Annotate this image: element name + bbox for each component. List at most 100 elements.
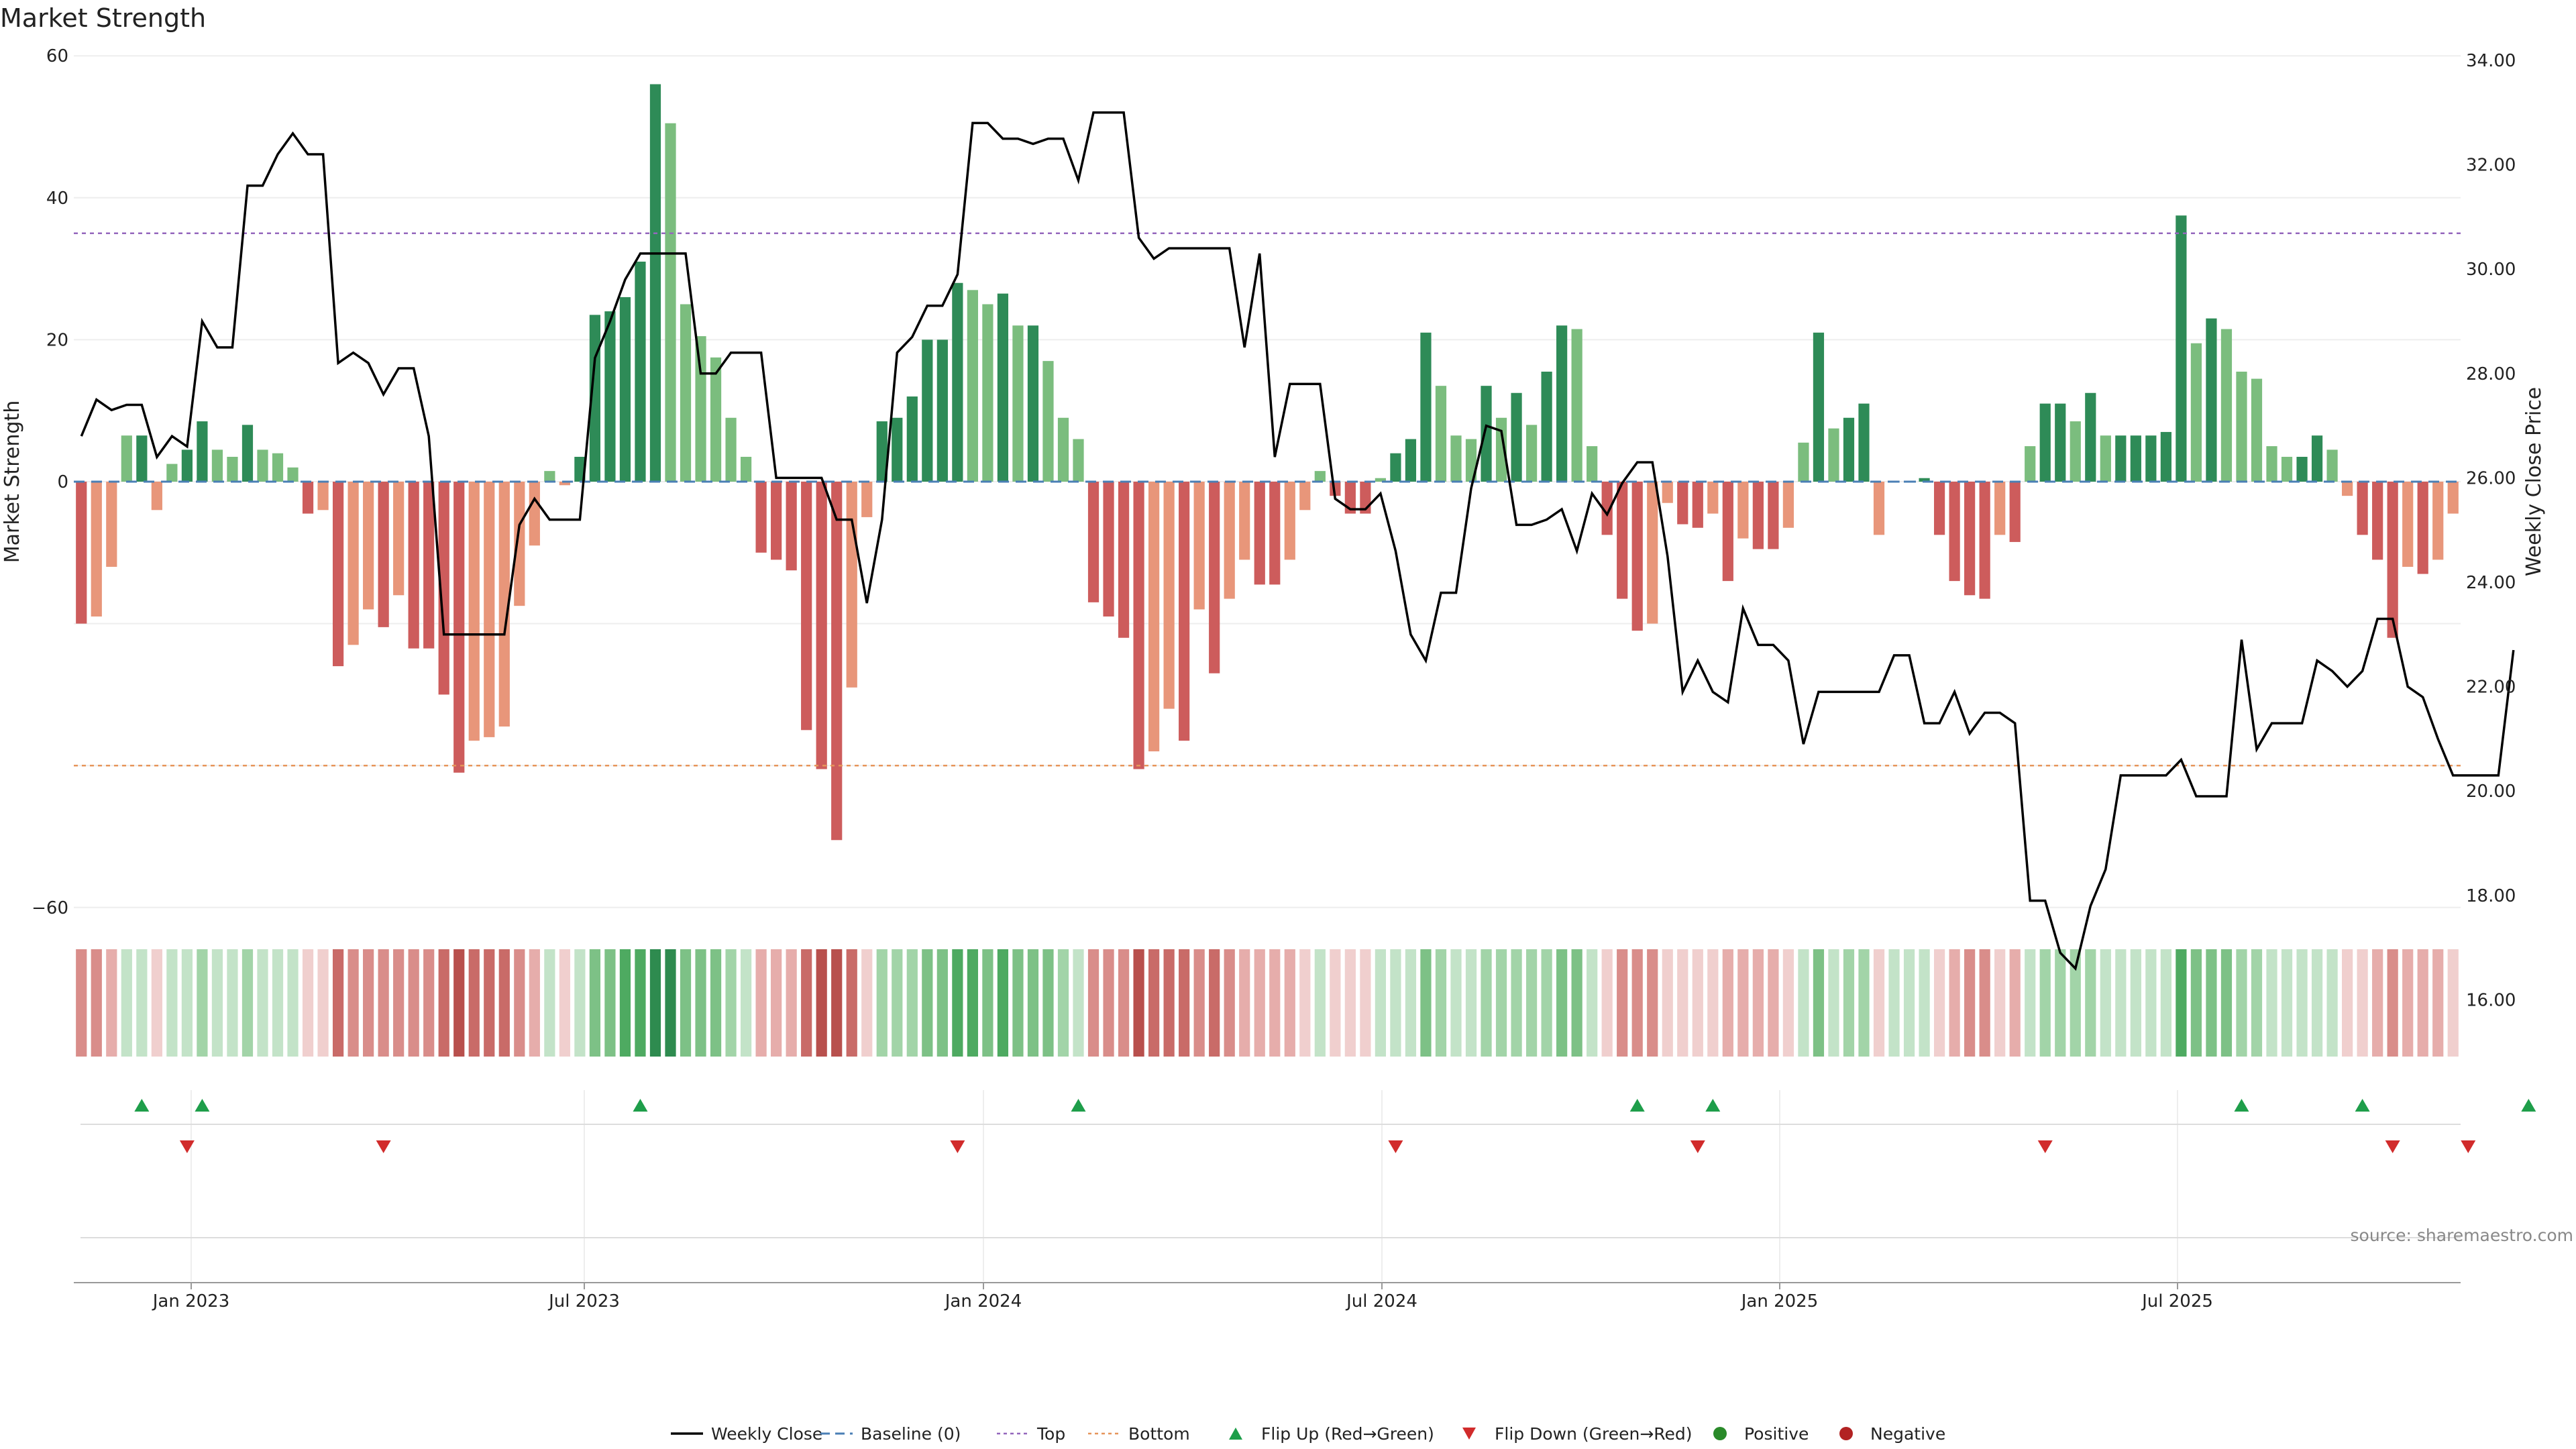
x-tick-label: Jan 2025: [1740, 1291, 1819, 1311]
strength-bar: [1571, 329, 1582, 482]
strength-bar: [1420, 332, 1432, 482]
strength-bar: [378, 482, 389, 627]
strength-bar: [2085, 392, 2096, 482]
strength-bar: [1163, 482, 1175, 709]
heat-cell: [2039, 949, 2051, 1057]
strength-bar: [2342, 482, 2353, 496]
strength-bar: [347, 482, 359, 645]
strength-bar: [1873, 482, 1885, 535]
strength-bar: [2220, 329, 2233, 482]
heat-cell: [967, 949, 978, 1057]
heat-cell: [876, 949, 888, 1057]
heat-cell: [2190, 949, 2202, 1057]
y2-tick-label: 16.00: [2466, 990, 2516, 1010]
strength-bar: [952, 282, 963, 482]
heat-cell: [2055, 949, 2066, 1057]
heat-cell: [2342, 949, 2353, 1057]
flip-up-marker: [2355, 1099, 2370, 1112]
heat-cell: [347, 949, 359, 1057]
flip-up-marker: [633, 1099, 648, 1112]
heat-cell: [1843, 949, 1855, 1057]
strength-bar: [2432, 482, 2444, 560]
heat-cell: [635, 949, 646, 1057]
heat-cell: [997, 949, 1009, 1057]
heat-cell: [559, 949, 570, 1057]
strength-bar: [2070, 421, 2081, 482]
heat-cell: [1737, 949, 1749, 1057]
x-tick-label: Jan 2023: [152, 1291, 230, 1311]
legend-key-flip-down: [1462, 1428, 1476, 1440]
strength-bar: [1481, 386, 1492, 482]
strength-bar: [892, 417, 903, 482]
heat-cell: [438, 949, 449, 1057]
heat-cell: [484, 949, 495, 1057]
strength-bar: [1541, 372, 1552, 482]
heat-cell: [1224, 949, 1235, 1057]
legend-key-positive: [1713, 1427, 1727, 1440]
heat-cell: [982, 949, 994, 1057]
strength-bar: [2009, 482, 2021, 542]
strength-bar: [76, 482, 87, 624]
reference-lines: [74, 232, 2461, 767]
strength-bars: [76, 84, 2459, 841]
strength-bar: [1677, 482, 1688, 525]
heat-cell: [1420, 949, 1432, 1057]
strength-bar: [1617, 482, 1628, 599]
heat-cell: [906, 949, 918, 1057]
heat-cell: [317, 949, 329, 1057]
strength-bar: [1435, 386, 1447, 482]
heat-cell: [1284, 949, 1295, 1057]
heat-cell: [1964, 949, 1976, 1057]
strength-bar: [2296, 456, 2308, 482]
strength-bar: [166, 464, 178, 482]
heat-cell: [1012, 949, 1024, 1057]
strength-bar: [468, 482, 480, 741]
strength-bar: [1148, 482, 1160, 752]
heat-cell: [1919, 949, 1930, 1057]
strength-bar: [1964, 482, 1976, 596]
strength-bar: [725, 417, 737, 482]
heat-cell: [1888, 949, 1900, 1057]
strength-bar: [257, 449, 268, 482]
heat-cell: [604, 949, 616, 1057]
flip-up-marker: [2234, 1099, 2249, 1112]
strength-bar: [408, 482, 419, 649]
heat-cell: [423, 949, 435, 1057]
strength-bar: [649, 84, 661, 482]
strength-bar: [1465, 439, 1477, 482]
strength-bar: [1979, 482, 1990, 599]
heat-cell: [498, 949, 510, 1057]
strength-bar: [1193, 482, 1205, 610]
flip-down-marker: [1388, 1140, 1403, 1153]
heat-cell: [378, 949, 389, 1057]
heat-cell: [1405, 949, 1417, 1057]
heat-cell: [151, 949, 162, 1057]
strength-bar: [1631, 482, 1643, 631]
strength-bar: [1390, 453, 1401, 482]
flip-down-marker: [2385, 1140, 2400, 1153]
heat-cell: [2281, 949, 2293, 1057]
strength-bar: [1949, 482, 1960, 582]
strength-bar: [302, 482, 314, 514]
strength-bar: [997, 293, 1009, 482]
heat-cell: [1103, 949, 1114, 1057]
heat-cell: [1073, 949, 1084, 1057]
strength-bar: [710, 357, 722, 482]
strength-bar: [2372, 482, 2383, 560]
heat-cell: [574, 949, 586, 1057]
heat-cell: [2160, 949, 2171, 1057]
strength-bar: [936, 339, 948, 482]
heat-cell: [106, 949, 117, 1057]
heat-cell: [2220, 949, 2233, 1057]
strength-bar: [1752, 482, 1764, 549]
heat-cell: [2176, 949, 2187, 1057]
heat-cell: [1193, 949, 1205, 1057]
strength-bar: [2326, 449, 2338, 482]
strength-bar: [2190, 343, 2202, 482]
heat-cell: [332, 949, 344, 1057]
flip-down-marker: [2037, 1140, 2053, 1153]
strength-bar: [514, 482, 525, 606]
heat-cell: [2402, 949, 2414, 1057]
strength-bar: [1179, 482, 1190, 741]
